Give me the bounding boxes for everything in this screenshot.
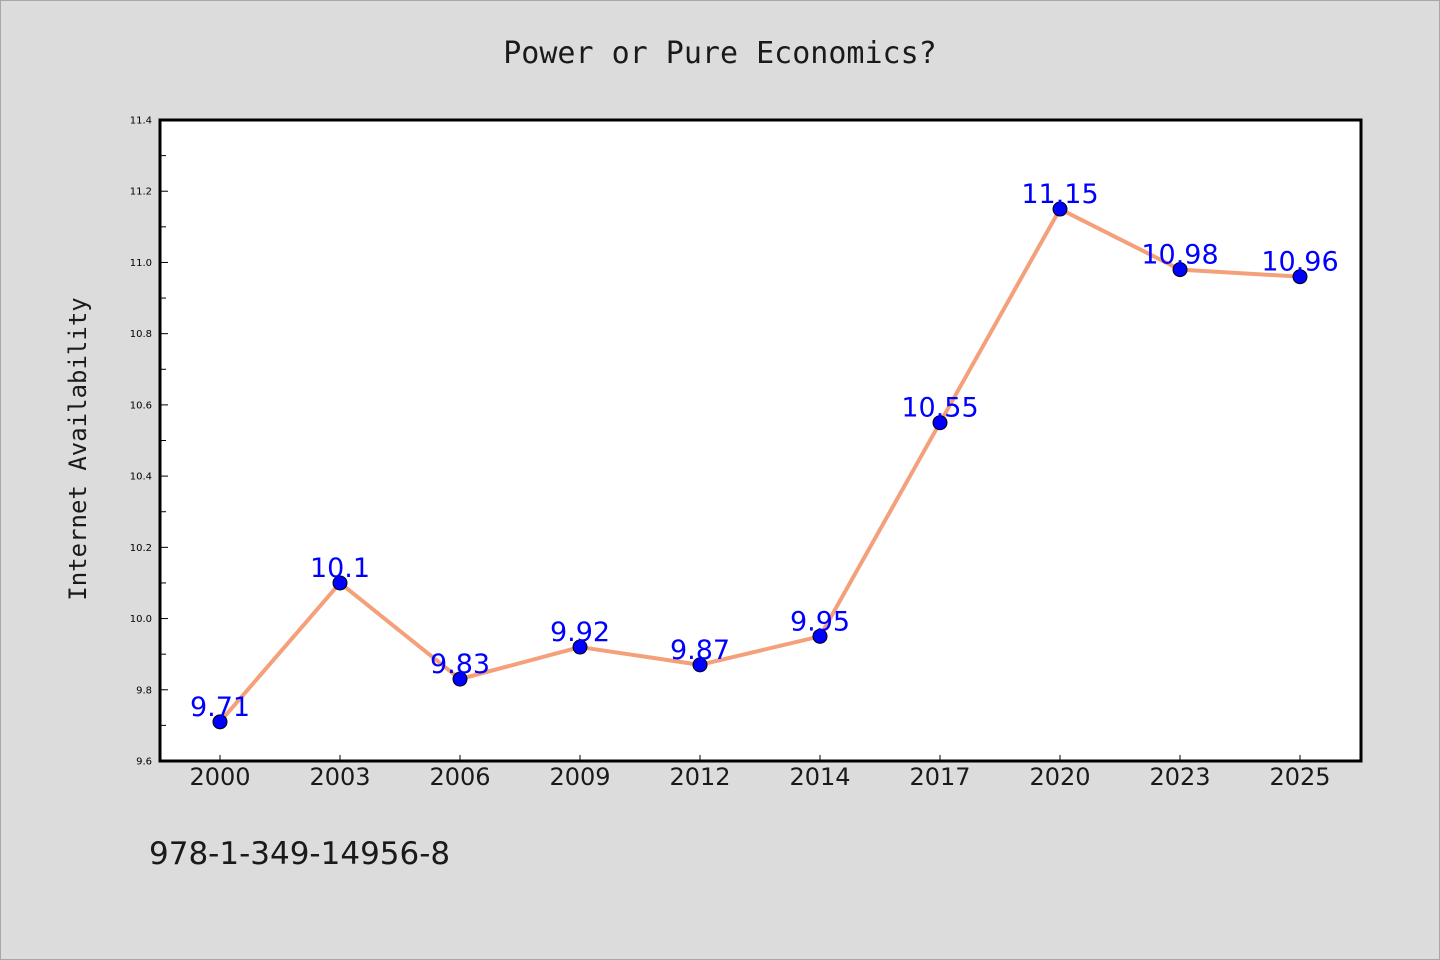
chart-title: Power or Pure Economics? (503, 36, 936, 71)
data-point (1052, 201, 1068, 217)
x-tick-label: 2023 (1149, 763, 1210, 791)
x-tick-label: 2025 (1269, 763, 1330, 791)
data-point (212, 714, 228, 730)
data-label: 10.55 (901, 393, 978, 424)
x-tick-label: 2012 (669, 763, 730, 791)
data-point (1292, 269, 1308, 285)
x-tick-label: 2006 (429, 763, 490, 791)
isbn-caption: 978-1-349-14956-8 (149, 836, 450, 872)
data-point (572, 639, 588, 655)
data-point (692, 657, 708, 673)
y-tick-label: 10.0 (130, 614, 152, 625)
data-label: 9.95 (790, 606, 850, 637)
data-label: 9.83 (430, 649, 490, 680)
x-tick-label: 2000 (189, 763, 250, 791)
y-tick-label: 10.6 (130, 400, 152, 411)
y-tick-label: 10.4 (130, 472, 152, 483)
y-tick-label: 11.0 (130, 258, 152, 269)
y-tick-label: 10.2 (130, 543, 152, 554)
x-tick-label: 2003 (309, 763, 370, 791)
x-tick-label: 2017 (909, 763, 970, 791)
data-label: 10.1 (310, 553, 370, 584)
y-tick-label: 11.4 (130, 116, 152, 127)
plot-frame (158, 118, 1363, 763)
y-tick-label: 11.2 (130, 187, 152, 198)
y-tick-label: 9.6 (136, 757, 152, 768)
data-point (1172, 262, 1188, 278)
data-label: 9.87 (670, 635, 730, 666)
data-point (812, 628, 828, 644)
data-label: 11.15 (1021, 179, 1098, 210)
y-axis-label: Internet Availability (64, 297, 92, 600)
series-line (218, 207, 1301, 724)
series-group: 9.71 10.1 9.83 9.92 9.87 9.95 10.55 11.15 10.98 1… (190, 179, 1339, 730)
data-label: 9.71 (190, 692, 250, 723)
x-tick-label: 2009 (549, 763, 610, 791)
data-label: 10.98 (1141, 240, 1218, 271)
y-tick-label: 9.8 (136, 685, 152, 696)
x-tick-label: 2020 (1029, 763, 1090, 791)
data-point (452, 671, 468, 687)
data-point (932, 415, 948, 431)
y-axis-ticks: 9.6 9.8 10.0 10.2 10.4 10.6 10.8 11.0 11.2 11.4 (130, 116, 168, 768)
x-tick-label: 2014 (789, 763, 850, 791)
data-point (332, 575, 348, 591)
y-tick-label: 10.8 (130, 329, 152, 340)
data-label: 10.96 (1261, 247, 1338, 278)
plot-area (160, 120, 1361, 761)
x-axis-ticks: 2000 2003 2006 2009 2012 2014 2017 2020 2023 2025 (189, 755, 1331, 791)
data-label: 9.92 (550, 617, 610, 648)
